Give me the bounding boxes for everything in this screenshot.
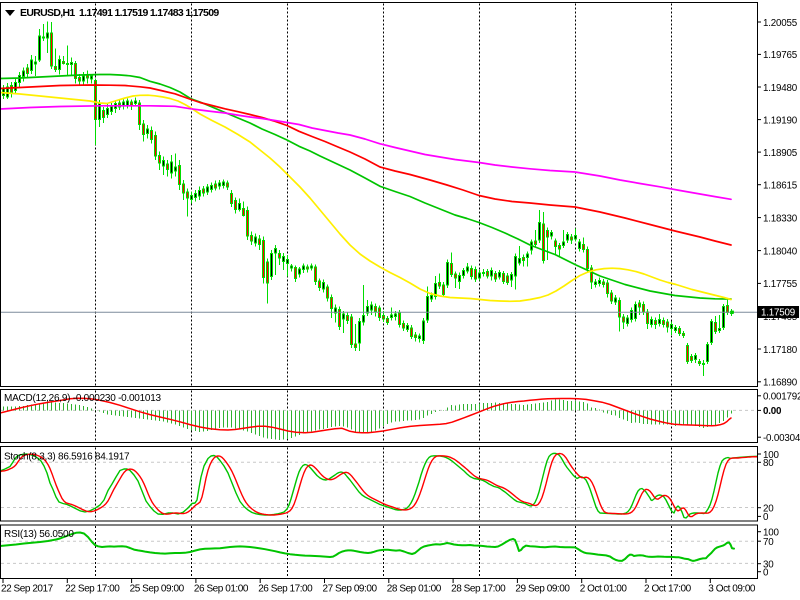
svg-text:0: 0 <box>763 568 769 579</box>
svg-text:29 Sep 09:00: 29 Sep 09:00 <box>515 584 570 595</box>
svg-text:0.00: 0.00 <box>763 406 782 417</box>
svg-text:MACD(12,26,9) -0.000230 -0.001: MACD(12,26,9) -0.000230 -0.001013 <box>4 393 162 404</box>
svg-text:26 Sep 01:00: 26 Sep 01:00 <box>194 584 249 595</box>
svg-text:2 Oct 01:00: 2 Oct 01:00 <box>580 584 628 595</box>
svg-text:20: 20 <box>763 504 774 515</box>
svg-text:1.18615: 1.18615 <box>763 181 798 192</box>
svg-text:100: 100 <box>763 528 779 539</box>
svg-text:EURUSD,H1 1.17491 1.17519 1.1: EURUSD,H1 1.17491 1.17519 1.17483 1.1750… <box>20 7 219 19</box>
svg-text:2 Oct 17:00: 2 Oct 17:00 <box>644 584 692 595</box>
svg-text:1.18330: 1.18330 <box>763 213 798 224</box>
svg-text:25 Sep 09:00: 25 Sep 09:00 <box>130 584 185 595</box>
svg-text:0.001792: 0.001792 <box>763 392 800 403</box>
svg-text:1.18040: 1.18040 <box>763 246 798 257</box>
svg-text:22 Sep 17:00: 22 Sep 17:00 <box>65 584 120 595</box>
svg-text:26 Sep 17:00: 26 Sep 17:00 <box>258 584 313 595</box>
svg-text:27 Sep 09:00: 27 Sep 09:00 <box>323 584 378 595</box>
svg-text:1.17755: 1.17755 <box>763 279 798 290</box>
svg-text:RSI(13) 56.0500: RSI(13) 56.0500 <box>4 529 74 540</box>
svg-text:1.17509: 1.17509 <box>761 307 795 318</box>
svg-text:70: 70 <box>763 537 774 548</box>
svg-text:80: 80 <box>763 458 774 469</box>
svg-text:1.20055: 1.20055 <box>763 18 798 29</box>
svg-text:1.16890: 1.16890 <box>763 378 798 389</box>
svg-text:0: 0 <box>763 512 769 523</box>
svg-text:100: 100 <box>763 450 779 461</box>
svg-text:1.19480: 1.19480 <box>763 83 798 94</box>
svg-text:1.19190: 1.19190 <box>763 115 798 126</box>
svg-text:Stoch(8,3,3) 86.5916 84.1917: Stoch(8,3,3) 86.5916 84.1917 <box>4 452 130 463</box>
svg-text:1.18905: 1.18905 <box>763 148 798 159</box>
svg-text:1.17180: 1.17180 <box>763 345 798 356</box>
svg-text:-0.003046: -0.003046 <box>763 433 800 444</box>
svg-text:28 Sep 17:00: 28 Sep 17:00 <box>451 584 506 595</box>
svg-text:1.19765: 1.19765 <box>763 50 798 61</box>
svg-text:28 Sep 01:00: 28 Sep 01:00 <box>387 584 442 595</box>
svg-text:3 Oct 09:00: 3 Oct 09:00 <box>708 584 756 595</box>
svg-text:22 Sep 2017: 22 Sep 2017 <box>1 584 54 595</box>
svg-text:30: 30 <box>763 560 774 571</box>
